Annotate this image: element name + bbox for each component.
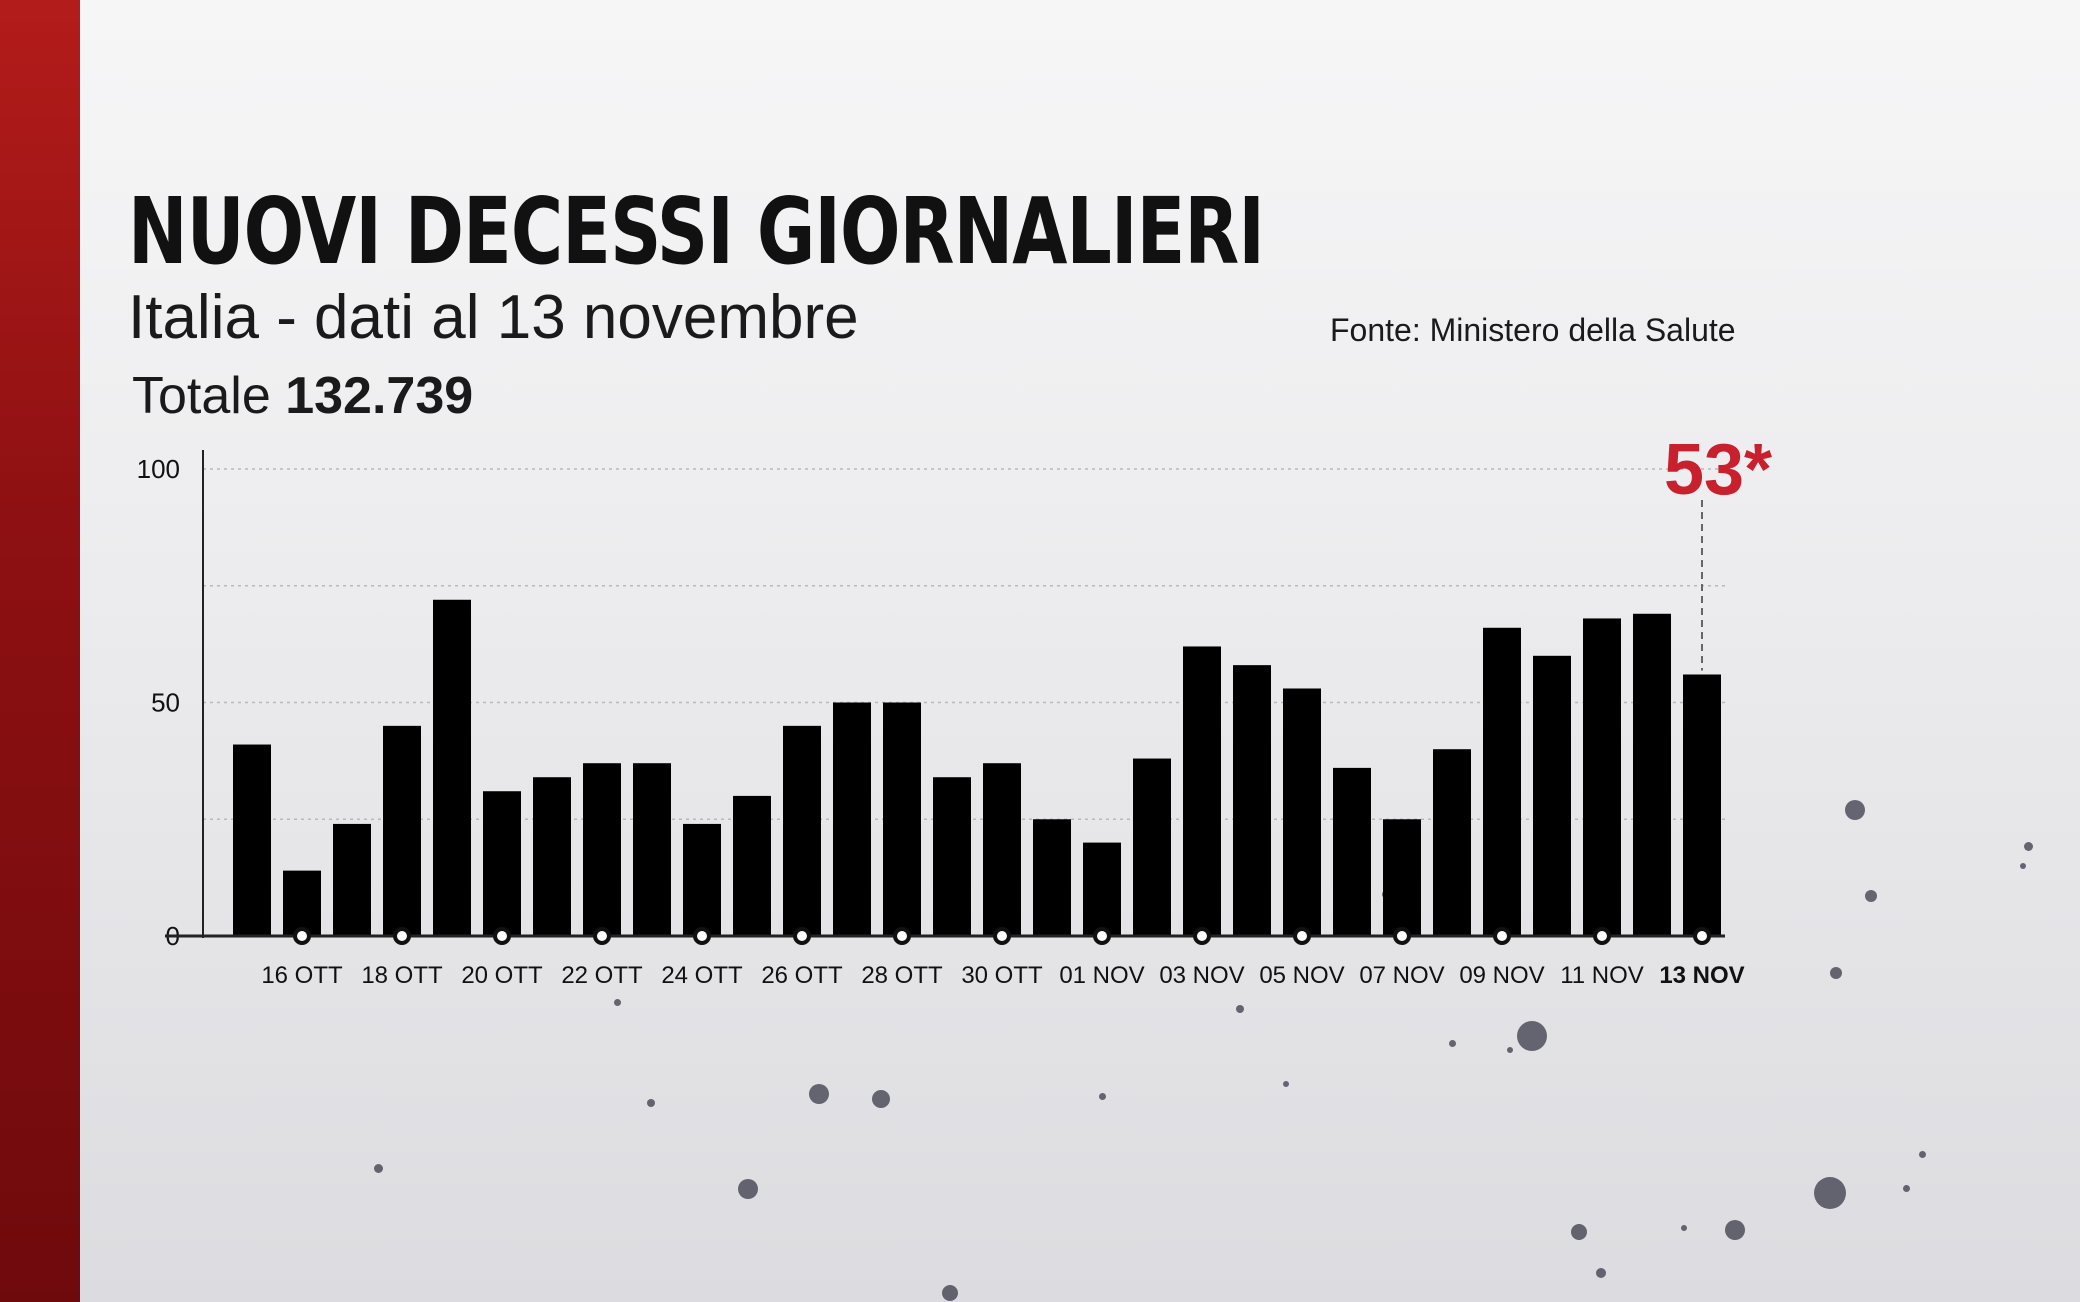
bar [933, 777, 971, 936]
bar [383, 725, 421, 936]
x-tick-label: 09 NOV [1459, 962, 1544, 989]
bar [483, 791, 521, 936]
x-tick-marker [293, 927, 311, 945]
bar [1083, 842, 1121, 936]
background-speck [1571, 1224, 1587, 1240]
bar [883, 702, 921, 936]
bar [1683, 674, 1721, 936]
background-speck [1517, 1021, 1547, 1051]
bar [683, 823, 721, 936]
background-speck [1507, 1047, 1513, 1053]
x-tick-label: 30 OTT [961, 962, 1043, 989]
x-tick-label: 26 OTT [761, 962, 843, 989]
bar [1183, 646, 1221, 936]
x-tick-marker [1593, 927, 1611, 945]
x-tick-marker [1193, 927, 1211, 945]
total-value: 132.739 [285, 367, 474, 425]
background-speck [1902, 1184, 1910, 1192]
x-tick-marker [1693, 927, 1711, 945]
chart-title: NUOVI DECESSI GIORNALIERI [128, 178, 1265, 285]
background-speck [1918, 1150, 1926, 1158]
bar [733, 795, 771, 936]
x-tick-marker [893, 927, 911, 945]
bar [283, 870, 321, 936]
background-speck [1814, 1177, 1846, 1209]
x-tick-marker [793, 927, 811, 945]
background-speck [1725, 1220, 1745, 1240]
x-tick-marker [1093, 927, 1111, 945]
bar [433, 599, 471, 936]
bar [833, 702, 871, 936]
callout-value-label: 53* [1664, 430, 1772, 510]
y-tick-label: 100 [137, 454, 180, 484]
x-tick-marker [593, 927, 611, 945]
x-tick-marker [693, 927, 711, 945]
bar [1383, 819, 1421, 936]
background-speck [1283, 1081, 1289, 1087]
bar [783, 725, 821, 936]
bar [1483, 627, 1521, 936]
background-speck [2020, 863, 2026, 869]
background-speck [1596, 1268, 1606, 1278]
x-tick-label: 03 NOV [1159, 962, 1244, 989]
bar [1033, 819, 1071, 936]
x-tick-marker [1393, 927, 1411, 945]
background-speck [1448, 1039, 1456, 1047]
x-tick-label: 28 OTT [861, 962, 943, 989]
background-speck [1830, 967, 1842, 979]
bar [233, 744, 271, 936]
x-tick-marker [393, 927, 411, 945]
bar [1633, 613, 1671, 936]
bar [333, 823, 371, 936]
bar [1283, 688, 1321, 936]
background-speck [1098, 1092, 1106, 1100]
bar [1433, 749, 1471, 936]
bar [583, 763, 621, 936]
background-speck [373, 1163, 383, 1173]
background-speck [872, 1090, 890, 1108]
bar [1233, 665, 1271, 936]
background-speck [1845, 800, 1865, 820]
x-tick-label: 07 NOV [1359, 962, 1444, 989]
source-note: Fonte: Ministero della Salute [1330, 312, 1736, 348]
side-accent-bar [0, 0, 80, 1302]
background-speck [647, 1099, 655, 1107]
y-tick-label: 50 [151, 688, 180, 718]
bar [1533, 655, 1571, 936]
bar [533, 777, 571, 936]
bar [633, 763, 671, 936]
x-tick-label: 11 NOV [1560, 962, 1644, 989]
background-speck [2023, 841, 2033, 851]
x-tick-label: 18 OTT [361, 962, 443, 989]
x-tick-marker [1493, 927, 1511, 945]
x-tick-label: 20 OTT [461, 962, 543, 989]
total-line: Totale 132.739 [132, 366, 473, 426]
background-speck [1865, 890, 1877, 902]
chart-subtitle: Italia - dati al 13 novembre [128, 283, 859, 352]
bar [1583, 618, 1621, 936]
x-tick-marker [1293, 927, 1311, 945]
bar [1333, 767, 1371, 936]
bar [983, 763, 1021, 936]
background-speck [1236, 1005, 1244, 1013]
x-tick-label: 01 NOV [1059, 962, 1144, 989]
x-tick-label: 13 NOV [1659, 962, 1744, 989]
bar [1133, 758, 1171, 936]
background-speck [738, 1179, 758, 1199]
x-tick-label: 16 OTT [261, 962, 343, 989]
background-speck [613, 998, 621, 1006]
x-tick-label: 05 NOV [1259, 962, 1344, 989]
total-label: Totale [132, 367, 271, 425]
x-tick-label: 22 OTT [561, 962, 643, 989]
x-tick-marker [493, 927, 511, 945]
background-speck [809, 1084, 829, 1104]
background-speck [942, 1285, 958, 1301]
background-speck [1681, 1225, 1687, 1231]
x-tick-marker [993, 927, 1011, 945]
x-tick-label: 24 OTT [661, 962, 743, 989]
